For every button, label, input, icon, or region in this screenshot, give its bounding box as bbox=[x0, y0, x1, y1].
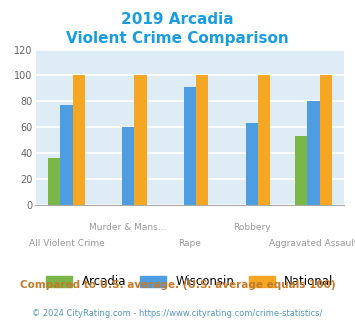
Legend: Arcadia, Wisconsin, National: Arcadia, Wisconsin, National bbox=[40, 269, 339, 294]
Text: Robbery: Robbery bbox=[233, 223, 271, 232]
Bar bbox=[184, 87, 196, 205]
Text: Rape: Rape bbox=[179, 239, 201, 248]
Bar bbox=[320, 75, 332, 205]
Text: All Violent Crime: All Violent Crime bbox=[28, 239, 104, 248]
Text: 2019 Arcadia: 2019 Arcadia bbox=[121, 12, 234, 26]
Bar bbox=[258, 75, 270, 205]
Bar bbox=[122, 127, 134, 205]
Bar bbox=[72, 75, 85, 205]
Bar bbox=[307, 101, 320, 205]
Text: Aggravated Assault: Aggravated Assault bbox=[269, 239, 355, 248]
Bar bbox=[60, 105, 72, 205]
Bar bbox=[134, 75, 147, 205]
Text: Compared to U.S. average. (U.S. average equals 100): Compared to U.S. average. (U.S. average … bbox=[20, 280, 335, 290]
Text: Murder & Mans...: Murder & Mans... bbox=[89, 223, 167, 232]
Text: © 2024 CityRating.com - https://www.cityrating.com/crime-statistics/: © 2024 CityRating.com - https://www.city… bbox=[32, 309, 323, 318]
Bar bbox=[246, 123, 258, 205]
Text: Violent Crime Comparison: Violent Crime Comparison bbox=[66, 31, 289, 46]
Bar bbox=[196, 75, 208, 205]
Bar bbox=[48, 158, 60, 205]
Bar bbox=[295, 136, 307, 205]
